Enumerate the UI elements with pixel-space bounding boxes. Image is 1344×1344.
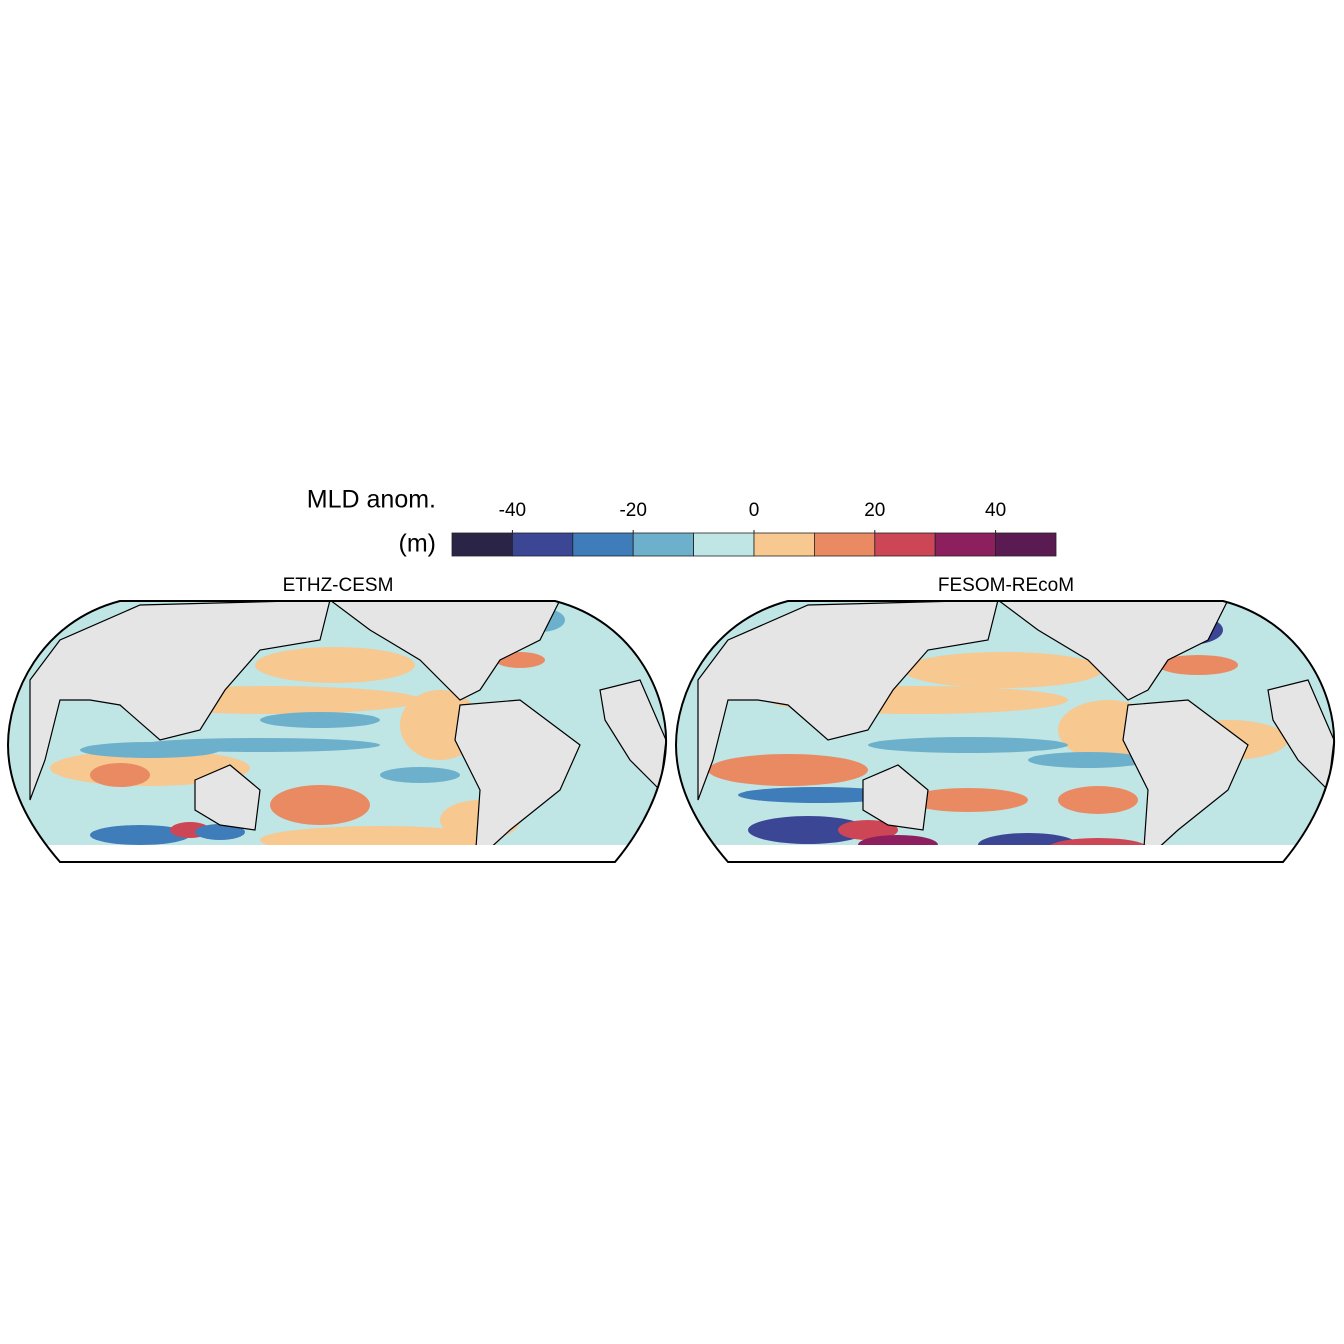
land (454, 699, 581, 862)
colorbar-segment (814, 532, 876, 557)
anomaly-patch (380, 767, 460, 783)
colorbar-segment (451, 532, 513, 557)
anomaly-patch (708, 754, 868, 786)
anomaly-patch (90, 825, 190, 845)
anomaly-patch (868, 737, 1068, 753)
colorbar-segment (753, 532, 815, 557)
land (29, 601, 331, 801)
colorbar-segment (995, 532, 1057, 557)
colorbar-segment (934, 532, 997, 557)
anomaly-patch (738, 787, 898, 803)
anomaly-patch (908, 788, 1028, 812)
anomaly-patch (195, 824, 245, 840)
colorbar-segment (572, 532, 634, 557)
anomaly-patch (1028, 752, 1148, 768)
colorbar-title: MLD anom. (307, 486, 436, 514)
anomaly-patch (1158, 655, 1238, 675)
land (862, 764, 929, 831)
map-outline (674, 600, 1336, 863)
anomaly-patch (140, 738, 380, 752)
no-data (676, 845, 1335, 862)
colorbar-tick-label: 0 (749, 500, 760, 521)
colorbar-tick-label: -20 (619, 500, 646, 521)
anomaly-patch (270, 785, 370, 825)
colorbar-unit: (m) (399, 530, 436, 558)
anomaly-patch (838, 820, 898, 840)
colorbar-segment (632, 532, 695, 557)
no-data (8, 845, 667, 862)
land (328, 601, 561, 701)
map-panel (676, 601, 1335, 862)
panel-title: ETHZ-CESM (283, 575, 394, 596)
land (1122, 699, 1249, 862)
colorbar-segment (693, 532, 755, 557)
land (996, 601, 1229, 701)
colorbar-segment (512, 532, 574, 557)
map-outline (6, 600, 668, 863)
anomaly-patch (748, 816, 868, 844)
anomaly-patch (255, 647, 415, 683)
colorbar-segment (874, 532, 936, 557)
colorbar-tick-label: 20 (864, 500, 885, 521)
land (194, 764, 261, 831)
anomaly-patch (90, 763, 150, 787)
panel-title: FESOM-REcoM (938, 575, 1074, 596)
colorbar-tick-label: -40 (499, 500, 526, 521)
map-panel (8, 601, 667, 862)
colorbar-tick-label: 40 (985, 500, 1006, 521)
land (697, 601, 999, 801)
anomaly-patch (1058, 786, 1138, 814)
anomaly-patch (903, 652, 1103, 688)
anomaly-patch (260, 712, 380, 728)
